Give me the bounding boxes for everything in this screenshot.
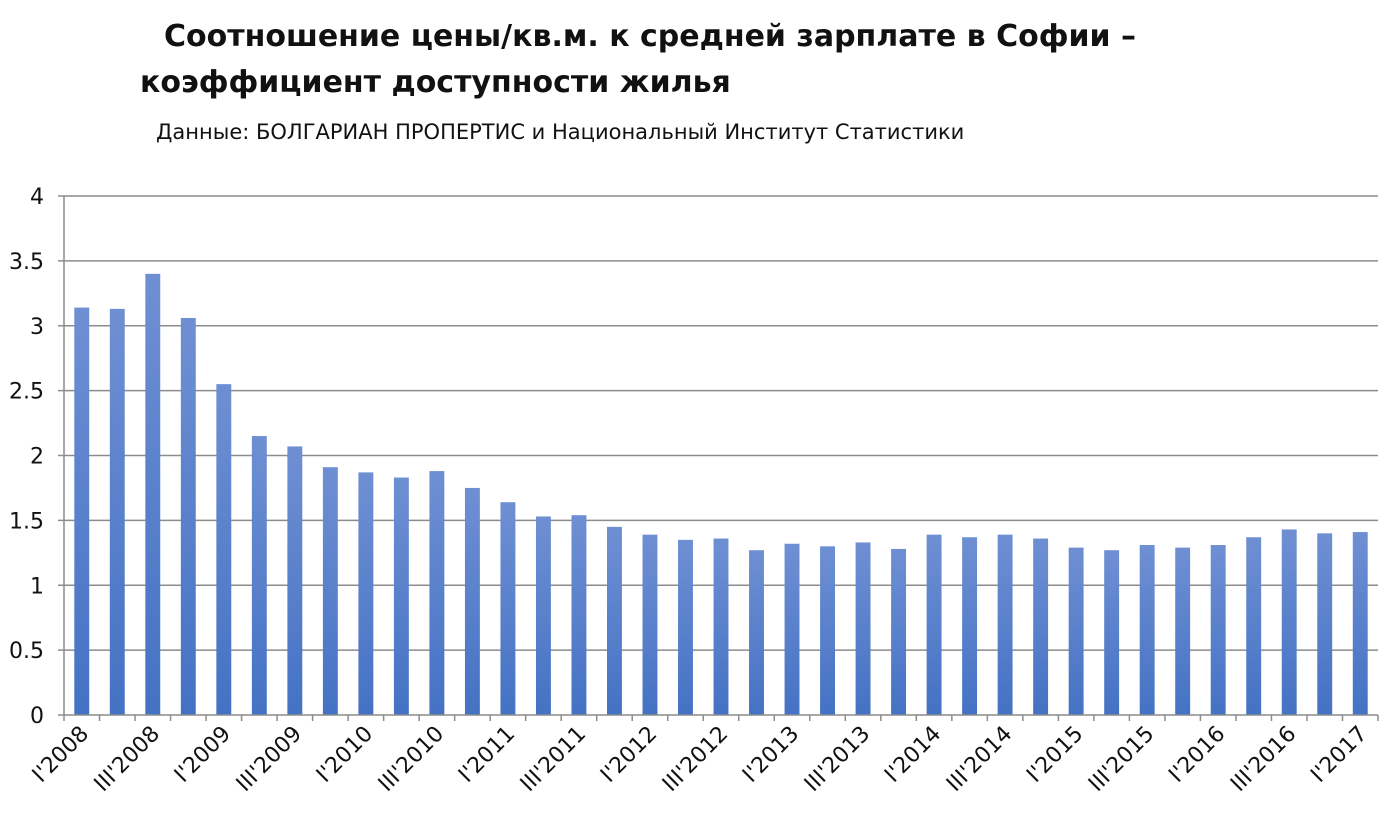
y-tick-label: 3 — [30, 315, 44, 340]
chart-title-line-1: Соотношение цены/кв.м. к средней зарплат… — [164, 19, 1136, 54]
x-tick-label: III'2016 — [1226, 722, 1301, 797]
y-tick-label: 1.5 — [9, 509, 44, 534]
bar — [464, 487, 480, 715]
bar — [749, 550, 764, 715]
x-tick-label: III'2012 — [658, 722, 733, 797]
x-tick-label: III'2015 — [1084, 722, 1159, 797]
x-tick-label: III'2008 — [90, 722, 165, 797]
bar — [1068, 547, 1084, 715]
chart-title: Соотношение цены/кв.м. к средней зарплат… — [140, 14, 1240, 106]
bar — [1352, 532, 1368, 715]
bar — [322, 467, 338, 715]
x-tick-label: I'2017 — [1306, 722, 1372, 788]
x-tick-label: I'2014 — [880, 722, 946, 788]
bar — [678, 539, 693, 715]
x-tick-label: III'2014 — [942, 722, 1017, 797]
bar — [713, 538, 729, 715]
chart-title-line-2: коэффициент доступности жилья — [140, 65, 731, 100]
x-tick-label: I'2008 — [28, 722, 94, 788]
bar — [535, 516, 551, 715]
x-tick-label: III'2009 — [232, 722, 307, 797]
bar — [145, 273, 161, 715]
y-tick-label: 0.5 — [9, 639, 44, 664]
bar — [74, 307, 90, 715]
y-tick-label: 0 — [30, 704, 44, 729]
bar — [109, 308, 125, 715]
bar — [251, 436, 267, 715]
bar — [1246, 537, 1262, 715]
x-tick-label: III'2011 — [516, 722, 591, 797]
y-tick-label: 3.5 — [9, 250, 44, 275]
x-tick-label: I'2012 — [596, 722, 662, 788]
bar — [393, 477, 409, 715]
bar — [997, 534, 1013, 715]
x-tick-label: I'2016 — [1164, 722, 1230, 788]
y-tick-label: 1 — [30, 574, 44, 599]
bar — [784, 543, 800, 715]
bar — [1175, 547, 1191, 715]
bar — [855, 542, 871, 715]
bar — [216, 384, 232, 715]
x-tick-label: I'2009 — [170, 722, 236, 788]
bar — [962, 537, 978, 715]
x-tick-label: I'2015 — [1022, 722, 1088, 788]
bar — [1210, 545, 1226, 715]
x-tick-label: III'2013 — [800, 722, 875, 797]
bar — [820, 546, 835, 715]
bar — [287, 446, 303, 715]
chart-subtitle: Данные: БОЛГАРИАН ПРОПЕРТИС и Национальн… — [156, 120, 965, 144]
y-tick-label: 4 — [30, 185, 44, 210]
bar — [1104, 550, 1120, 715]
bar — [571, 515, 587, 715]
x-tick-label: I'2010 — [312, 722, 378, 788]
x-tick-label: I'2011 — [454, 722, 520, 788]
y-axis-ticks: 0 0.5 1 1.5 2 2.5 3 3.5 4 — [9, 185, 64, 729]
bar — [1139, 545, 1155, 715]
bar — [1281, 529, 1297, 715]
bar — [1317, 533, 1333, 715]
x-tick-label: III'2010 — [374, 722, 449, 797]
bar — [500, 502, 516, 715]
gridlines — [64, 195, 1378, 651]
y-tick-label: 2 — [30, 445, 44, 470]
bar — [926, 534, 942, 715]
x-tick-label: I'2013 — [738, 722, 804, 788]
bar-series — [74, 273, 1368, 715]
bar — [429, 471, 445, 715]
bar — [607, 526, 622, 715]
bar — [1033, 538, 1049, 715]
bar — [180, 317, 196, 715]
bar — [642, 534, 658, 715]
bar — [891, 548, 907, 715]
y-tick-label: 2.5 — [9, 380, 44, 405]
bar — [358, 472, 374, 715]
